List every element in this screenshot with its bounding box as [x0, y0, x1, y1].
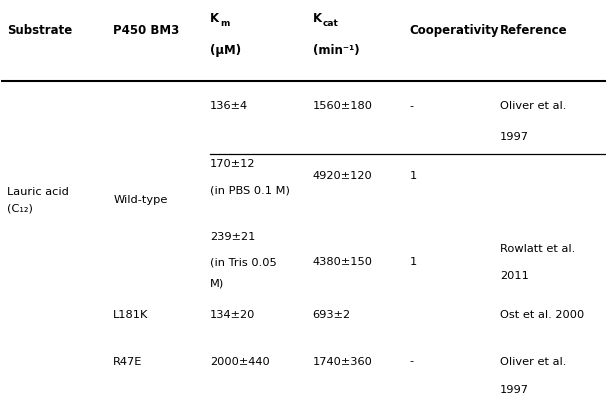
Text: Lauric acid: Lauric acid [7, 187, 69, 197]
Text: Rowlatt et al.: Rowlatt et al. [500, 244, 576, 254]
Text: 4380±150: 4380±150 [313, 257, 373, 267]
Text: Reference: Reference [500, 24, 568, 37]
Text: Ost et al. 2000: Ost et al. 2000 [500, 309, 585, 320]
Text: -: - [409, 102, 414, 111]
Text: Wild-type: Wild-type [113, 195, 167, 205]
Text: P450 BM3: P450 BM3 [113, 24, 180, 37]
Text: 2011: 2011 [500, 271, 529, 281]
Text: M): M) [210, 279, 224, 289]
Text: Substrate: Substrate [7, 24, 72, 37]
Text: 1560±180: 1560±180 [313, 102, 373, 111]
Text: cat: cat [323, 18, 339, 28]
Text: R47E: R47E [113, 356, 143, 367]
Text: L181K: L181K [113, 309, 149, 320]
Text: K: K [313, 12, 322, 25]
Text: 239±21: 239±21 [210, 232, 255, 242]
Text: 1: 1 [409, 257, 417, 267]
Text: 4920±120: 4920±120 [313, 171, 373, 181]
Text: (in PBS 0.1 M): (in PBS 0.1 M) [210, 185, 290, 195]
Text: 136±4: 136±4 [210, 102, 248, 111]
Text: (min⁻¹): (min⁻¹) [313, 44, 359, 57]
Text: Oliver et al.: Oliver et al. [500, 102, 566, 111]
Text: 2000±440: 2000±440 [210, 356, 270, 367]
Text: (in Tris 0.05: (in Tris 0.05 [210, 257, 276, 267]
Text: Oliver et al.: Oliver et al. [500, 356, 566, 367]
Text: 1740±360: 1740±360 [313, 356, 373, 367]
Text: 693±2: 693±2 [313, 309, 351, 320]
Text: (C₁₂): (C₁₂) [7, 203, 33, 213]
Text: 134±20: 134±20 [210, 309, 255, 320]
Text: -: - [409, 356, 414, 367]
Text: (μM): (μM) [210, 44, 241, 57]
Text: 170±12: 170±12 [210, 159, 255, 169]
Text: Cooperativity: Cooperativity [409, 24, 499, 37]
Text: 1997: 1997 [500, 385, 529, 395]
Text: 1: 1 [409, 171, 417, 181]
Text: 1997: 1997 [500, 132, 529, 142]
Text: K: K [210, 12, 219, 25]
Text: m: m [220, 18, 230, 28]
